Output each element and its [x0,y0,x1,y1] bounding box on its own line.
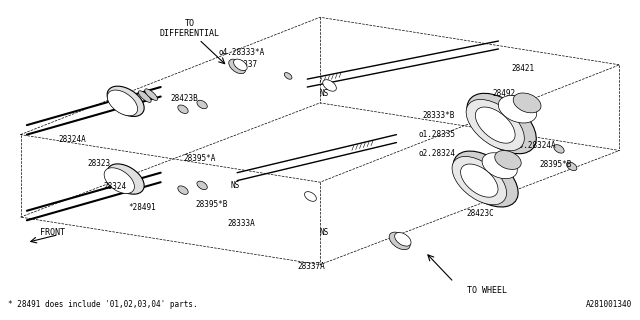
Text: 28423B: 28423B [170,94,198,103]
Ellipse shape [554,145,564,153]
Ellipse shape [234,59,247,71]
Ellipse shape [495,150,521,170]
Ellipse shape [395,233,411,246]
Ellipse shape [107,86,144,116]
Text: 28395*B: 28395*B [196,200,228,209]
Text: NS: NS [320,89,329,98]
Ellipse shape [178,186,188,194]
Ellipse shape [197,100,207,109]
Ellipse shape [452,156,507,205]
Text: A281001340: A281001340 [586,300,632,309]
Ellipse shape [453,151,518,207]
Text: 28423C: 28423C [467,209,494,219]
Ellipse shape [323,80,337,91]
Ellipse shape [284,73,292,79]
Text: 28333A: 28333A [228,219,255,228]
Ellipse shape [482,153,517,179]
Ellipse shape [467,93,536,154]
Text: 28337A: 28337A [298,262,326,271]
Ellipse shape [228,59,246,74]
Text: o4.28333*A: o4.28333*A [218,48,264,57]
Text: TO
DIFFERENTIAL: TO DIFFERENTIAL [159,19,220,38]
Ellipse shape [389,232,410,250]
Ellipse shape [104,168,134,194]
Ellipse shape [466,100,524,151]
Ellipse shape [178,105,188,114]
Ellipse shape [145,89,157,100]
Text: 28323: 28323 [88,159,111,168]
Ellipse shape [138,91,151,102]
Ellipse shape [513,93,541,113]
Text: NS: NS [231,181,240,190]
Text: o1.28335: o1.28335 [419,130,456,139]
Ellipse shape [197,181,207,190]
Text: TO WHEEL: TO WHEEL [467,285,507,295]
Text: FRONT: FRONT [40,228,65,237]
Ellipse shape [305,192,316,201]
Text: 28492: 28492 [492,89,515,98]
Text: 28323A: 28323A [467,187,494,196]
Text: 28324A: 28324A [59,135,86,144]
Ellipse shape [108,90,138,116]
Text: o3.28324A: o3.28324A [515,141,556,150]
Ellipse shape [566,162,577,171]
Text: 28421: 28421 [511,63,534,73]
Text: 28337: 28337 [234,60,257,69]
Text: o2.28324: o2.28324 [419,149,456,158]
Text: * 28491 does include '01,02,03,04' parts.: * 28491 does include '01,02,03,04' parts… [8,300,197,309]
Text: 28333*B: 28333*B [422,111,454,120]
Text: 28324: 28324 [103,182,127,191]
Ellipse shape [476,107,515,143]
Text: 28395*A: 28395*A [183,154,216,163]
Text: NS: NS [320,228,329,237]
Ellipse shape [107,164,144,194]
Text: 28395*B: 28395*B [540,160,572,169]
Text: *28491: *28491 [129,203,157,212]
Ellipse shape [499,95,537,123]
Ellipse shape [461,164,498,197]
